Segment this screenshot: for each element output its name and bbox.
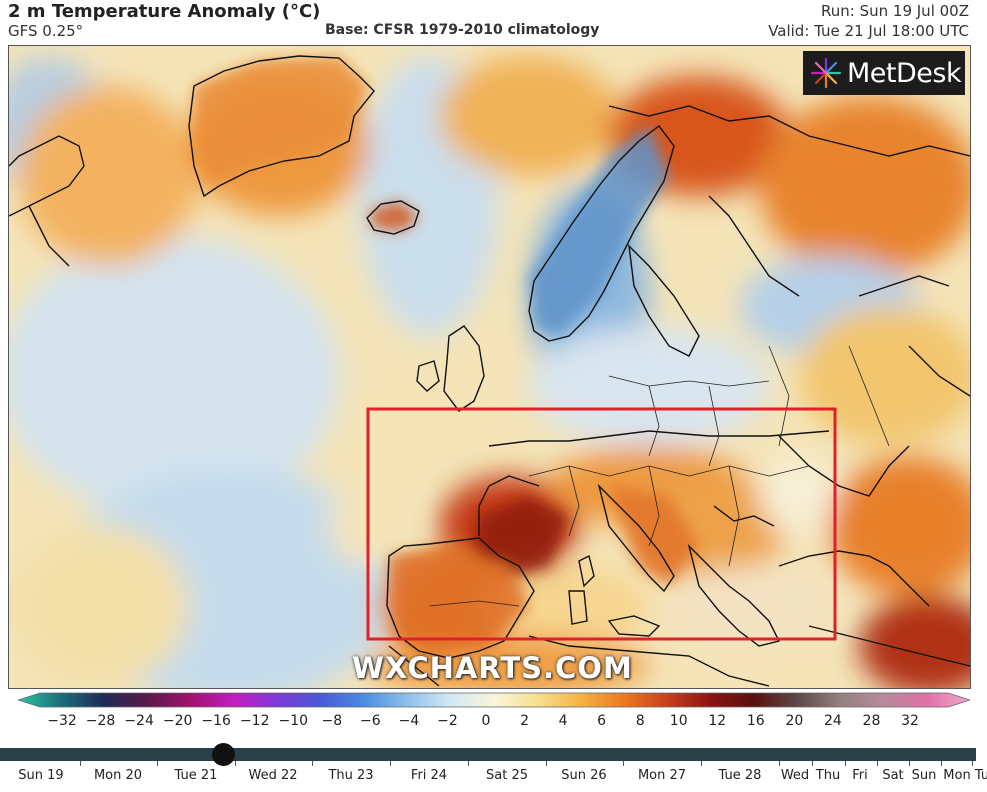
- timeline-day-tick: [941, 761, 942, 766]
- coastlines: [9, 55, 970, 687]
- timeline-day-label[interactable]: Sat: [882, 768, 904, 783]
- run-label: Run: Sun 19 Jul 00Z: [821, 2, 969, 20]
- colorbar-tick-label: −10: [278, 713, 309, 729]
- colorbar-tick-label: −16: [201, 713, 231, 729]
- colorbar-tick-label: −32: [47, 713, 77, 729]
- timeline-day-tick: [877, 761, 878, 766]
- timeline-day-tick: [812, 761, 813, 766]
- colorbar-tick-label: 28: [862, 713, 881, 729]
- timeline-day-label[interactable]: Sun 26: [561, 768, 607, 783]
- country-borders: [428, 345, 890, 607]
- colorbar-tick-label: 8: [635, 713, 645, 729]
- wxcharts-watermark: WXCHARTS.COM: [352, 651, 633, 685]
- base-climatology-label: Base: CFSR 1979-2010 climatology: [325, 22, 600, 38]
- metdesk-logo: MetDesk: [803, 51, 965, 95]
- colorbar-tick-label: −6: [360, 713, 381, 729]
- timeline-day-label[interactable]: Wed 22: [248, 768, 298, 783]
- timeline-day-labels: Sun 19 Mon 20 Tue 21 Wed 22 Thu 23 Fri 24 Sat …: [0, 768, 987, 788]
- timeline-day-label[interactable]: Tu: [974, 768, 987, 783]
- chart-title: 2 m Temperature Anomaly (°C): [8, 1, 321, 22]
- colorbar-tick-label: 10: [669, 713, 688, 729]
- timeline-day-tick: [701, 761, 702, 766]
- timeline-day-tick: [845, 761, 846, 766]
- timeline-day-tick: [623, 761, 624, 766]
- timeline-day-tick: [779, 761, 780, 766]
- timeline-day-tick: [312, 761, 313, 766]
- metdesk-logo-text: MetDesk: [847, 57, 962, 89]
- timeline-day-label[interactable]: Sun: [911, 768, 937, 783]
- colorbar-tick-label: 24: [823, 713, 842, 729]
- timeline-day-label[interactable]: Tue 28: [718, 768, 762, 783]
- timeline-day-label[interactable]: Thu 23: [328, 768, 374, 783]
- timeline-track[interactable]: [0, 748, 976, 761]
- timeline-day-tick: [235, 761, 236, 766]
- timeline-day-tick: [390, 761, 391, 766]
- timeline-day-label[interactable]: Sun 19: [18, 768, 64, 783]
- timeline-day-label[interactable]: Fri 24: [410, 768, 448, 783]
- colorbar-tick-label: 0: [481, 713, 491, 729]
- timeline-day-label[interactable]: Wed: [780, 768, 810, 783]
- colorbar-tick-label: −12: [239, 713, 270, 729]
- colorbar-tick-label: 6: [597, 713, 607, 729]
- timeline-day-tick: [468, 761, 469, 766]
- timeline-day-label[interactable]: Fri: [852, 768, 868, 783]
- colorbar-tick-label: 12: [708, 713, 727, 729]
- timeline-day-tick: [909, 761, 910, 766]
- model-label: GFS 0.25°: [8, 22, 84, 40]
- colorbar-tick-label: 32: [901, 713, 919, 729]
- colorbar-tick-label: −4: [398, 713, 420, 729]
- colorbar-bar: [18, 692, 970, 708]
- colorbar-tick-label: 20: [785, 713, 804, 729]
- colorbar-tick-label: 4: [558, 713, 568, 729]
- timeline-day-label[interactable]: Mon 27: [637, 768, 687, 783]
- colorbar-tick-label: −28: [85, 713, 116, 729]
- highlight-box: [366, 407, 837, 641]
- timeline-day-tick: [80, 761, 81, 766]
- timeline-slider-knob[interactable]: [212, 743, 235, 766]
- colorbar-tick-labels: −32 −28 −24 −20 −16 −12 −10 −8 −6 −4 −2 0 2 4 6 8 10 12 16…: [0, 713, 987, 733]
- timeline-day-label[interactable]: Mon: [943, 768, 971, 783]
- timeline-day-label[interactable]: Tue 21: [174, 768, 218, 783]
- temperature-anomaly-map[interactable]: [8, 45, 971, 689]
- timeline-day-label[interactable]: Sat 25: [486, 768, 528, 783]
- timeline-day-tick: [546, 761, 547, 766]
- timeline-day-label[interactable]: Thu: [815, 768, 841, 783]
- timeline-day-tick: [972, 761, 973, 766]
- metdesk-flower-icon: [810, 57, 842, 89]
- land-masses: [194, 56, 699, 656]
- colorbar-tick-label: −2: [437, 713, 458, 729]
- colorbar-tick-label: −24: [124, 713, 154, 729]
- timeline-day-label[interactable]: Mon 20: [93, 768, 143, 783]
- colorbar-tick-label: 16: [746, 713, 765, 729]
- colorbar-tick-label: −20: [162, 713, 193, 729]
- valid-time-label: Valid: Tue 21 Jul 18:00 UTC: [768, 22, 969, 40]
- colorbar: [18, 692, 970, 708]
- map-canvas: [9, 46, 970, 688]
- colorbar-tick-label: −8: [321, 713, 343, 729]
- colorbar-tick-label: 2: [520, 713, 529, 729]
- timeline-day-tick: [157, 761, 158, 766]
